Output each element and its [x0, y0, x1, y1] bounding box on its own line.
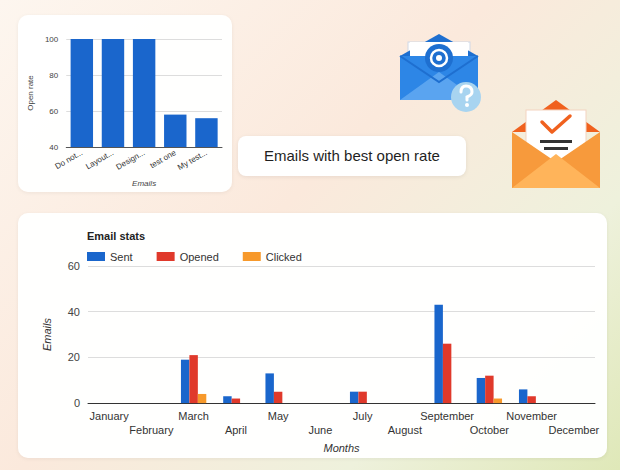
- svg-text:Emails: Emails: [41, 318, 53, 352]
- svg-text:Do not...: Do not...: [53, 148, 84, 171]
- svg-text:October: October: [470, 424, 509, 436]
- svg-text:April: April: [225, 424, 247, 436]
- svg-text:Emails: Emails: [132, 179, 156, 188]
- svg-text:Email stats: Email stats: [87, 230, 145, 242]
- svg-text:January: January: [90, 410, 130, 422]
- svg-text:November: November: [506, 410, 557, 422]
- svg-text:40: 40: [68, 306, 80, 318]
- svg-text:100: 100: [45, 35, 59, 44]
- svg-text:Months: Months: [323, 442, 360, 454]
- svg-text:March: March: [178, 410, 209, 422]
- svg-text:40: 40: [49, 143, 58, 152]
- svg-text:August: August: [388, 424, 422, 436]
- svg-text:June: June: [308, 424, 332, 436]
- svg-text:September: September: [420, 410, 474, 422]
- svg-text:February: February: [129, 424, 174, 436]
- svg-text:Sent: Sent: [110, 251, 133, 263]
- svg-text:My test...: My test...: [176, 148, 209, 172]
- svg-text:80: 80: [49, 71, 58, 80]
- svg-text:July: July: [353, 410, 373, 422]
- svg-text:Opened: Opened: [180, 251, 219, 263]
- svg-text:Open rate: Open rate: [26, 75, 35, 111]
- html-text:Emails with best open rate: Emails with best open rate: [264, 147, 440, 164]
- svg-text:60: 60: [49, 107, 58, 116]
- svg-text:0: 0: [74, 397, 80, 409]
- svg-text:Layout...: Layout...: [84, 148, 115, 171]
- svg-text:60: 60: [68, 260, 80, 272]
- svg-text:Design...: Design...: [115, 148, 147, 172]
- svg-text:May: May: [268, 410, 289, 422]
- svg-text:test one: test one: [148, 148, 178, 170]
- svg-text:Clicked: Clicked: [266, 251, 302, 263]
- svg-text:20: 20: [68, 351, 80, 363]
- svg-text:December: December: [549, 424, 600, 436]
